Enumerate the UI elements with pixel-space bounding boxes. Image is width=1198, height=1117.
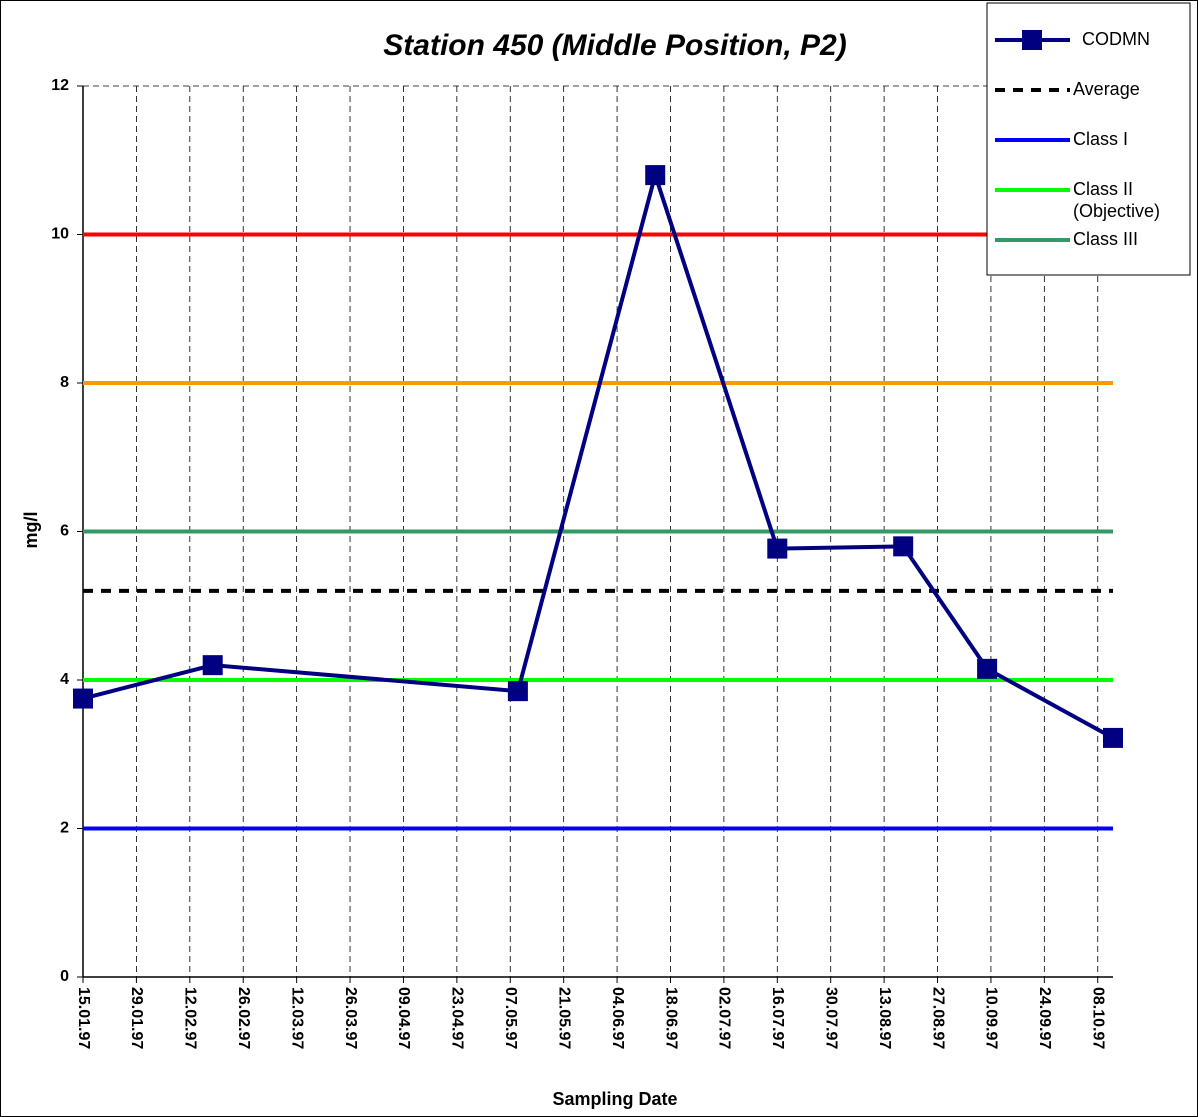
x-tick-label: 09.04.97 <box>395 987 412 1049</box>
legend-label: Class II (Objective) <box>1073 179 1160 221</box>
x-tick-label: 18.06.97 <box>662 987 679 1049</box>
y-tick-label: 0 <box>60 968 69 985</box>
y-tick-label: 12 <box>51 77 69 94</box>
data-line <box>82 168 1114 740</box>
x-tick-label: 26.02.97 <box>235 987 252 1049</box>
x-tick-label: 13.08.97 <box>876 987 893 1049</box>
data-point <box>977 658 998 679</box>
legend-label: CODMN <box>1082 29 1150 49</box>
x-tick-label: 15.01.97 <box>75 987 92 1049</box>
y-tick-label: 6 <box>60 523 69 540</box>
x-tick-label: 12.02.97 <box>182 987 199 1049</box>
y-tick-label: 8 <box>60 374 69 391</box>
data-point <box>73 688 93 709</box>
y-tick-label: 2 <box>60 820 69 837</box>
y-tick-label: 10 <box>51 226 69 243</box>
x-tick-label: 23.04.97 <box>449 987 466 1049</box>
x-tick-label: 08.10.97 <box>1090 987 1107 1049</box>
x-tick-label: 27.08.97 <box>929 987 946 1049</box>
x-tick-label: 07.05.97 <box>502 987 519 1049</box>
x-tick-label: 30.07.97 <box>822 987 839 1049</box>
x-tick-label: 02.07.97 <box>716 987 733 1049</box>
y-axis-label: mg/l <box>21 511 41 548</box>
chart-title: Station 450 (Middle Position, P2) <box>383 29 846 62</box>
data-point <box>1103 727 1123 748</box>
legend-label: Average <box>1073 79 1140 99</box>
legend-marker <box>1022 30 1042 50</box>
x-tick-label: 10.09.97 <box>983 987 1000 1049</box>
x-tick-label: 26.03.97 <box>342 987 359 1049</box>
x-tick-label: 29.01.97 <box>128 987 145 1049</box>
data-point <box>645 165 666 186</box>
x-tick-label: 04.06.97 <box>609 987 626 1049</box>
data-point <box>202 655 223 676</box>
data-point <box>507 681 528 702</box>
y-tick-label: 4 <box>60 671 69 688</box>
x-tick-label: 24.09.97 <box>1036 987 1053 1049</box>
x-tick-label: 21.05.97 <box>555 987 572 1049</box>
legend-label-line: (Objective) <box>1073 201 1160 221</box>
x-tick-label: 16.07.97 <box>769 987 786 1049</box>
legend-label-line: Class II <box>1073 179 1133 199</box>
data-point <box>893 536 914 557</box>
x-tick-label: 12.03.97 <box>288 987 305 1049</box>
data-point <box>767 538 788 559</box>
legend-label: Class III <box>1073 229 1138 249</box>
x-axis-label: Sampling Date <box>552 1089 677 1109</box>
legend-label: Class I <box>1073 129 1128 149</box>
